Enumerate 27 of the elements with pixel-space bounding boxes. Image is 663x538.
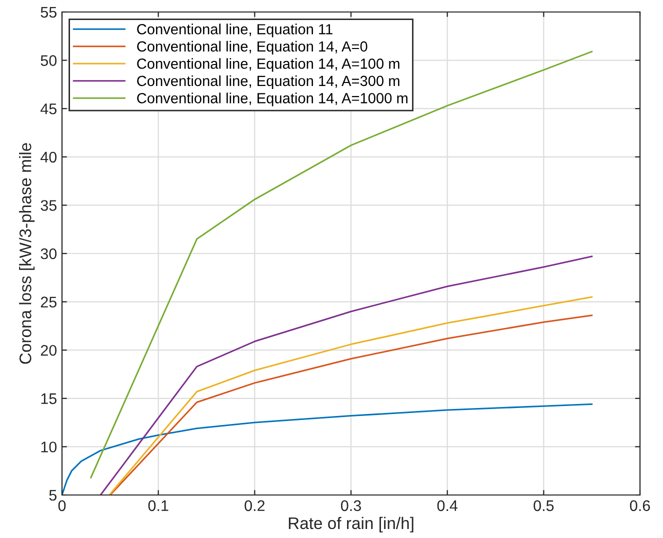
line-series — [62, 403, 593, 495]
y-axis-title: Corona loss [kW/3-phase mile — [19, 143, 35, 364]
y-tick-label: 20 — [40, 344, 57, 356]
x-tick-label: 0.3 — [340, 500, 361, 512]
y-tick-label: 5 — [49, 490, 56, 501]
y-tick-label: 30 — [40, 248, 57, 260]
x-tick-label: 0.1 — [148, 500, 168, 512]
x-tick-label: 0.6 — [630, 500, 650, 512]
legend-label: Conventional line, Equation 14, A=300 m — [137, 75, 400, 89]
y-tick-label: 55 — [40, 7, 56, 18]
x-tick-label: 0.5 — [534, 500, 554, 512]
y-tick-label: 40 — [40, 152, 57, 163]
y-tick-label: 10 — [41, 442, 57, 452]
x-tick-label: 0 — [58, 500, 66, 512]
legend-label: Conventional line, Equation 11 — [137, 24, 332, 38]
legend-label: Conventional line, Equation 14, A=0 — [137, 40, 368, 54]
x-tick-label: 0.4 — [437, 500, 458, 512]
line-series — [100, 256, 593, 495]
y-tick-label: 15 — [41, 393, 56, 404]
y-tick-label: 50 — [40, 55, 57, 66]
y-tick-label: 25 — [40, 296, 56, 308]
y-tick-label: 35 — [40, 200, 56, 211]
legend-label: Conventional line, Equation 14, A=100 m — [137, 58, 400, 72]
legend-label: Conventional line, Equation 14, A=1000 m — [137, 92, 408, 106]
x-axis-title: Rate of rain [in/h] — [288, 516, 414, 532]
x-tick-label: 0.2 — [244, 500, 265, 512]
y-tick-label: 45 — [40, 104, 56, 114]
